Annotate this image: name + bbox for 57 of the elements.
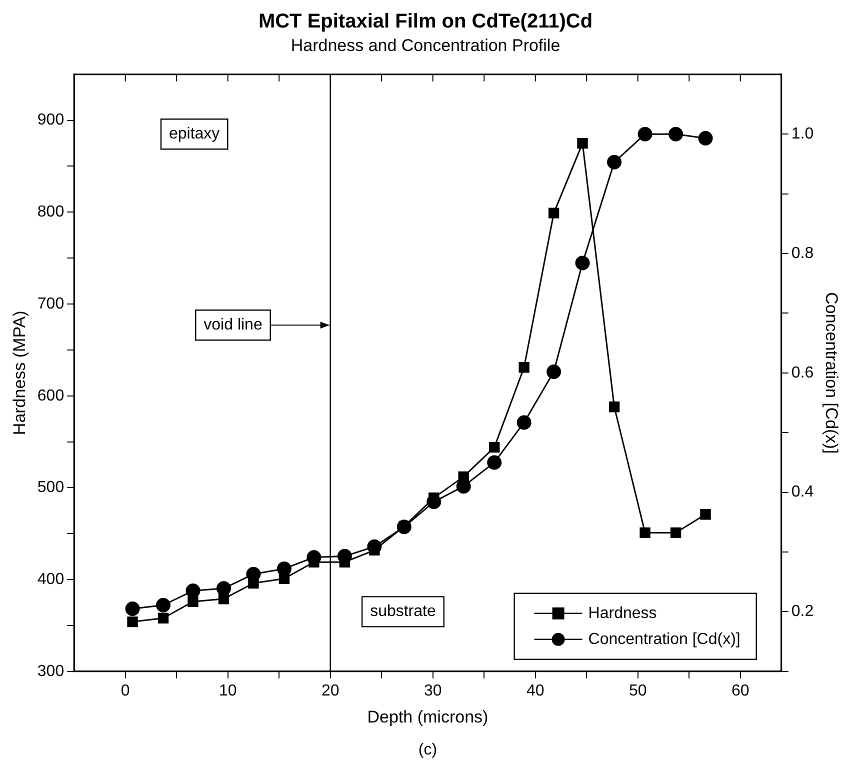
y-axis-title: Hardness (MPA) (10, 310, 29, 436)
y-tick-label: 900 (37, 112, 64, 129)
point (518, 362, 530, 373)
point (276, 561, 292, 576)
x-tick-label: 50 (628, 682, 647, 700)
x-tick-label: 60 (731, 682, 750, 700)
point (487, 455, 502, 470)
y2-tick-label: 0.2 (791, 603, 814, 620)
x-tick-label: 0 (120, 682, 130, 700)
point (278, 573, 290, 584)
legend-label: Concentration [Cd(x)] (588, 630, 740, 648)
y-tick-label: 800 (37, 204, 64, 221)
annotation: epitaxy (168, 126, 220, 143)
y2-tick-label: 0.8 (791, 244, 814, 262)
point (638, 126, 652, 142)
point (248, 578, 259, 589)
legend-label: Hardness (588, 604, 657, 622)
point (546, 364, 562, 379)
point (608, 402, 620, 412)
y-tick-label: 300 (37, 662, 64, 680)
point (698, 131, 713, 146)
y-tick-label: 400 (37, 570, 64, 588)
point (575, 256, 590, 270)
chart-title: MCT Epitaxial Film on CdTe(211)Cd (258, 10, 593, 33)
y-tick-label: 500 (37, 479, 64, 496)
point (489, 442, 500, 453)
x-tick-label: 10 (218, 682, 237, 700)
point (607, 154, 622, 170)
y2-axis-title: Concentration [Cd(x)] (822, 292, 842, 454)
point (668, 126, 684, 142)
x-tick-label: 40 (526, 682, 544, 700)
point (127, 616, 138, 628)
point (125, 601, 140, 616)
point (577, 138, 588, 149)
y2-tick-label: 0.4 (791, 484, 814, 501)
x-axis-title: Depth (microns) (367, 707, 488, 726)
point (548, 208, 560, 218)
point (158, 612, 169, 624)
point (186, 584, 200, 598)
point (218, 593, 230, 604)
y-tick-label: 700 (37, 295, 64, 312)
x-tick-label: 30 (424, 682, 442, 700)
point (516, 415, 532, 430)
y-tick-label: 600 (37, 387, 64, 404)
point (458, 471, 469, 482)
point (156, 598, 171, 612)
point (700, 508, 711, 520)
y2-tick-label: 1.0 (791, 126, 814, 143)
y2-tick-label: 0.6 (791, 364, 814, 382)
point (640, 527, 650, 538)
text: (c) (418, 741, 438, 758)
point (188, 596, 198, 607)
ref-line-label: void line (204, 316, 262, 334)
annotation: substrate (370, 603, 436, 620)
x-tick-label: 20 (321, 682, 340, 700)
chart-subtitle: Hardness and Concentration Profile (290, 36, 560, 55)
point (670, 527, 682, 538)
